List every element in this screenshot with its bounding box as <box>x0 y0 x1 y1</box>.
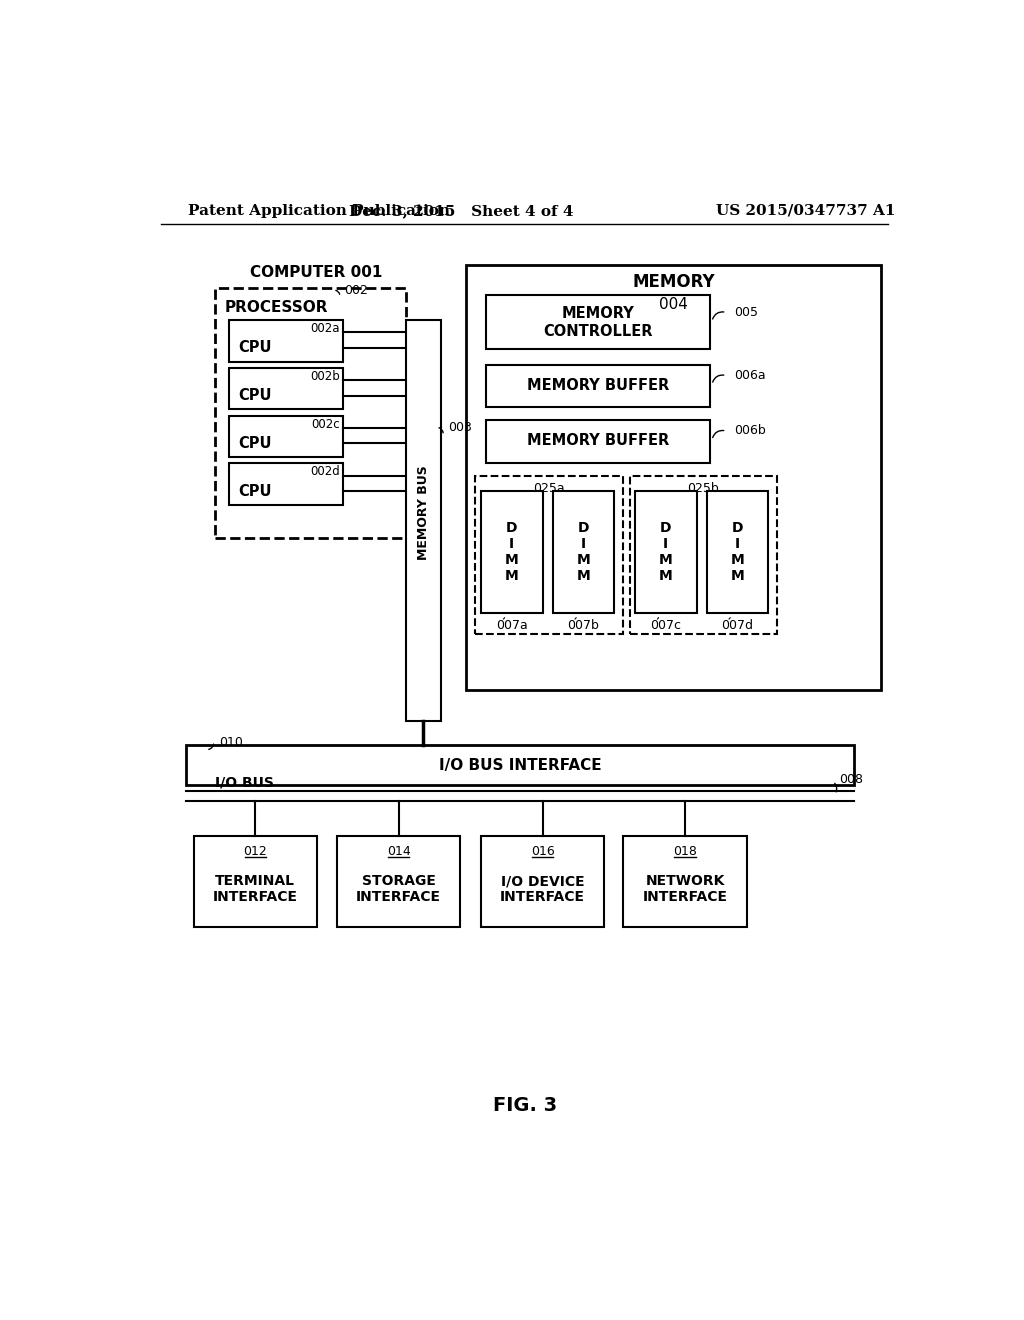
Bar <box>486 364 710 407</box>
Text: I/O DEVICE
INTERFACE: I/O DEVICE INTERFACE <box>500 874 585 904</box>
Text: CPU: CPU <box>239 388 271 403</box>
Text: STORAGE
INTERFACE: STORAGE INTERFACE <box>356 874 441 904</box>
Bar <box>229 463 343 506</box>
Text: 002a: 002a <box>310 322 340 335</box>
Text: CPU: CPU <box>239 341 271 355</box>
Text: 002c: 002c <box>311 417 340 430</box>
Text: 008: 008 <box>839 774 863 787</box>
Text: 010: 010 <box>219 735 243 748</box>
Text: CPU: CPU <box>239 436 271 451</box>
Bar <box>229 321 343 362</box>
Text: I/O BUS: I/O BUS <box>215 775 274 789</box>
Text: 004: 004 <box>659 297 688 313</box>
Text: 025b: 025b <box>687 482 719 495</box>
Bar <box>624 836 746 927</box>
Text: MEMORY: MEMORY <box>632 273 715 290</box>
Text: D
I
M
M: D I M M <box>577 520 590 583</box>
Text: PROCESSOR: PROCESSOR <box>225 300 329 314</box>
Bar <box>337 836 460 927</box>
Text: Patent Application Publication: Patent Application Publication <box>188 203 451 218</box>
Text: 025a: 025a <box>532 482 564 495</box>
Text: MEMORY BUFFER: MEMORY BUFFER <box>526 433 669 449</box>
Text: CPU: CPU <box>239 483 271 499</box>
Bar <box>229 368 343 409</box>
Text: 002: 002 <box>345 284 369 297</box>
Text: 006a: 006a <box>734 370 766 381</box>
Bar <box>407 321 441 721</box>
Text: MEMORY BUS: MEMORY BUS <box>417 465 430 560</box>
Text: FIG. 3: FIG. 3 <box>493 1096 557 1115</box>
Text: 007d: 007d <box>721 619 754 631</box>
Text: Dec. 3, 2015   Sheet 4 of 4: Dec. 3, 2015 Sheet 4 of 4 <box>349 203 573 218</box>
Text: 007a: 007a <box>496 619 527 631</box>
Text: 002d: 002d <box>310 465 340 478</box>
Text: 007b: 007b <box>567 619 599 631</box>
Bar <box>194 836 316 927</box>
Text: 002b: 002b <box>310 370 340 383</box>
Bar <box>486 296 710 350</box>
Bar <box>553 491 614 612</box>
Bar <box>481 491 543 612</box>
Text: TERMINAL
INTERFACE: TERMINAL INTERFACE <box>213 874 298 904</box>
Bar <box>186 744 854 785</box>
Bar <box>486 420 710 462</box>
Text: MEMORY
CONTROLLER: MEMORY CONTROLLER <box>543 306 652 339</box>
Text: 012: 012 <box>244 845 267 858</box>
Text: 014: 014 <box>387 845 411 858</box>
Bar <box>215 288 407 539</box>
Bar <box>475 477 623 635</box>
Text: D
I
M
M: D I M M <box>730 520 744 583</box>
Text: 006b: 006b <box>734 425 766 437</box>
Bar <box>466 264 882 689</box>
Text: 007c: 007c <box>650 619 681 631</box>
Text: 003: 003 <box>449 421 472 434</box>
Bar <box>481 836 604 927</box>
Bar <box>707 491 768 612</box>
Text: 005: 005 <box>734 306 758 319</box>
Text: 016: 016 <box>530 845 554 858</box>
Text: COMPUTER 001: COMPUTER 001 <box>250 265 382 280</box>
Text: 018: 018 <box>673 845 697 858</box>
Text: D
I
M
M: D I M M <box>505 520 518 583</box>
Text: MEMORY BUFFER: MEMORY BUFFER <box>526 378 669 393</box>
Bar <box>229 416 343 457</box>
Bar <box>635 491 696 612</box>
Text: US 2015/0347737 A1: US 2015/0347737 A1 <box>716 203 895 218</box>
Text: NETWORK
INTERFACE: NETWORK INTERFACE <box>642 874 727 904</box>
Text: D
I
M
M: D I M M <box>658 520 673 583</box>
Bar <box>630 477 777 635</box>
Text: I/O BUS INTERFACE: I/O BUS INTERFACE <box>439 758 601 772</box>
